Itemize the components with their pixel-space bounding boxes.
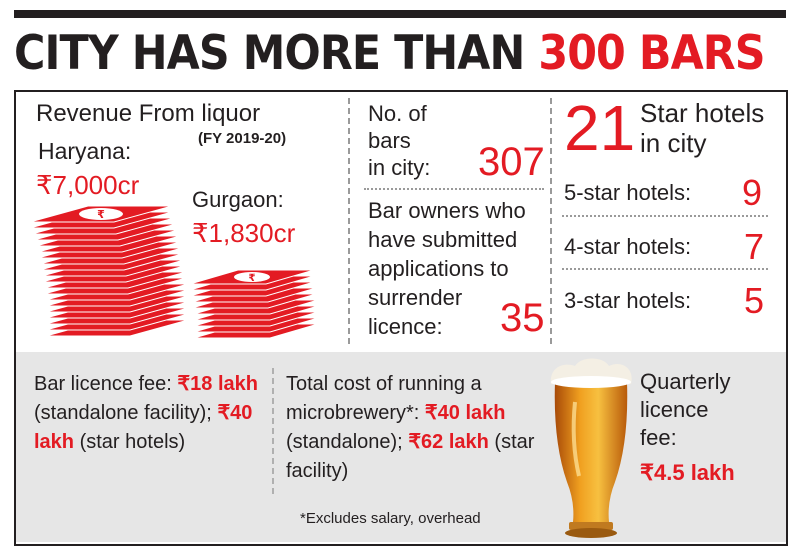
gurgaon-label: Gurgaon: [192, 187, 284, 212]
divider [272, 368, 274, 494]
haryana-label: Haryana: [38, 138, 132, 164]
headline: CITY HAS MORE THAN 300 BARS [14, 22, 766, 86]
three-star-label: 3-star hotels: [564, 288, 692, 313]
svg-text:₹: ₹ [249, 273, 256, 284]
divider [348, 98, 350, 344]
headline-highlight: 300 BARS [538, 26, 765, 81]
five-star-label: 5-star hotels: [564, 180, 692, 205]
footnote: *Excludes salary, overhead [300, 510, 481, 527]
divider [550, 98, 552, 344]
quarterly-fee-label: Quarterly licence fee: [640, 369, 731, 450]
revenue-title: Revenue From liquor [36, 100, 261, 127]
gurgaon-value: ₹1,830cr [192, 218, 296, 248]
microbrewery-cost: Total cost of running a microbrewery*: ₹… [286, 373, 535, 482]
three-star-value: 5 [744, 280, 765, 321]
infographic-frame [14, 90, 788, 546]
bar-count-label: No. of bars in city: [368, 101, 431, 180]
revenue-period: (FY 2019-20) [198, 130, 287, 147]
headline-text: CITY HAS MORE THAN [14, 26, 539, 81]
bar-licence-fee: Bar licence fee: ₹18 lakh (standalone fa… [34, 373, 258, 453]
bar-count-value: 307 [478, 140, 545, 184]
beer-glass-icon [550, 358, 632, 538]
four-star-value: 7 [744, 226, 765, 267]
rupee-banknote-stack-icon: ₹ [190, 269, 319, 339]
rupee-banknote-stack-icon: ₹ [30, 205, 189, 337]
star-hotel-label: Star hotels in city [640, 98, 765, 158]
top-rule [14, 10, 786, 18]
surrender-value: 35 [500, 296, 545, 340]
fees-panel [16, 352, 786, 542]
surrender-label: Bar owners who have submitted applicatio… [368, 198, 526, 339]
five-star-value: 9 [742, 172, 763, 213]
svg-text:₹: ₹ [97, 208, 105, 221]
star-hotel-total: 21 [564, 92, 636, 164]
divider [562, 268, 768, 270]
quarterly-fee-value: ₹4.5 lakh [640, 460, 735, 485]
divider [364, 188, 544, 190]
four-star-label: 4-star hotels: [564, 234, 692, 259]
divider [562, 215, 768, 217]
haryana-value: ₹7,000cr [36, 170, 140, 200]
